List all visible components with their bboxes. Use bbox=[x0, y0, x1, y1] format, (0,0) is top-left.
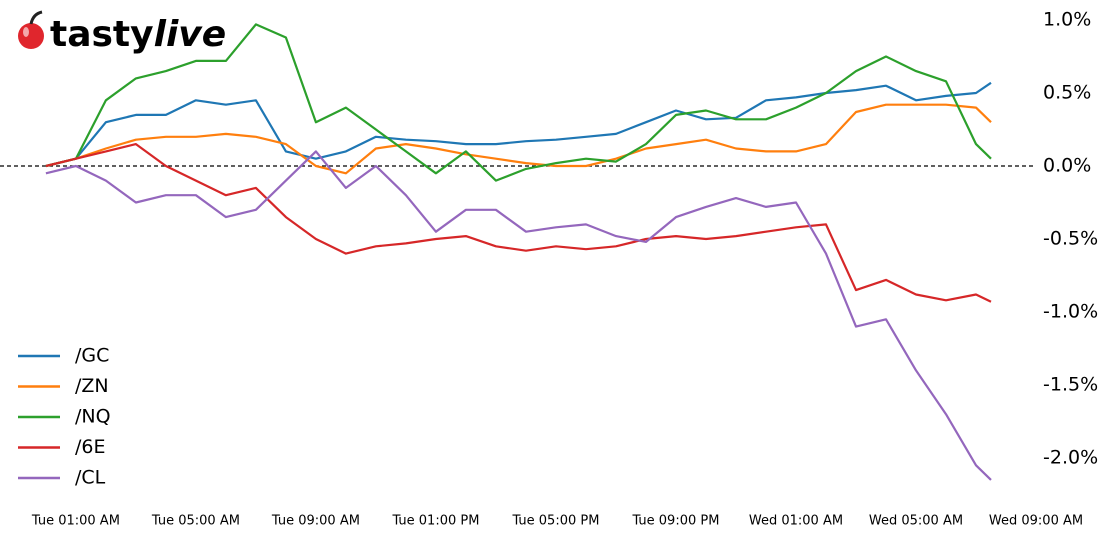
series-line bbox=[45, 81, 992, 168]
x-tick-label: Wed 01:00 AM bbox=[749, 514, 843, 529]
x-tick-label: Tue 09:00 AM bbox=[271, 514, 360, 529]
logo-cherry bbox=[18, 23, 44, 49]
series-line bbox=[45, 143, 992, 303]
legend-label: /ZN bbox=[75, 375, 109, 397]
logo-main: tasty bbox=[50, 14, 154, 55]
legend-label: /GC bbox=[75, 345, 109, 367]
legend-label: /6E bbox=[75, 436, 106, 458]
y-tick-label: -1.5% bbox=[1043, 374, 1098, 396]
logo-shine bbox=[23, 27, 29, 37]
y-tick-label: 0.5% bbox=[1043, 82, 1091, 104]
x-tick-label: Wed 05:00 AM bbox=[869, 514, 963, 529]
series-line bbox=[45, 103, 992, 175]
y-tick-label: -2.0% bbox=[1043, 447, 1098, 469]
y-tick-label: -0.5% bbox=[1043, 228, 1098, 250]
y-tick-label: 1.0% bbox=[1043, 9, 1091, 31]
legend-label: /NQ bbox=[75, 406, 111, 428]
x-tick-label: Tue 05:00 PM bbox=[511, 514, 599, 529]
y-tick-label: -1.0% bbox=[1043, 301, 1098, 323]
x-tick-label: Wed 09:00 AM bbox=[989, 514, 1083, 529]
logo: tastylive bbox=[18, 10, 226, 55]
series-line bbox=[45, 150, 992, 481]
x-tick-label: Tue 09:00 PM bbox=[631, 514, 719, 529]
legend-label: /CL bbox=[75, 467, 106, 489]
logo-stem bbox=[29, 10, 43, 25]
x-tick-label: Tue 01:00 AM bbox=[31, 514, 120, 529]
y-tick-label: 0.0% bbox=[1043, 155, 1091, 177]
logo-text: tastylive bbox=[50, 14, 226, 55]
x-tick-label: Tue 01:00 PM bbox=[391, 514, 479, 529]
x-tick-label: Tue 05:00 AM bbox=[151, 514, 240, 529]
series-line bbox=[45, 23, 992, 182]
logo-emphasis: live bbox=[154, 14, 227, 55]
